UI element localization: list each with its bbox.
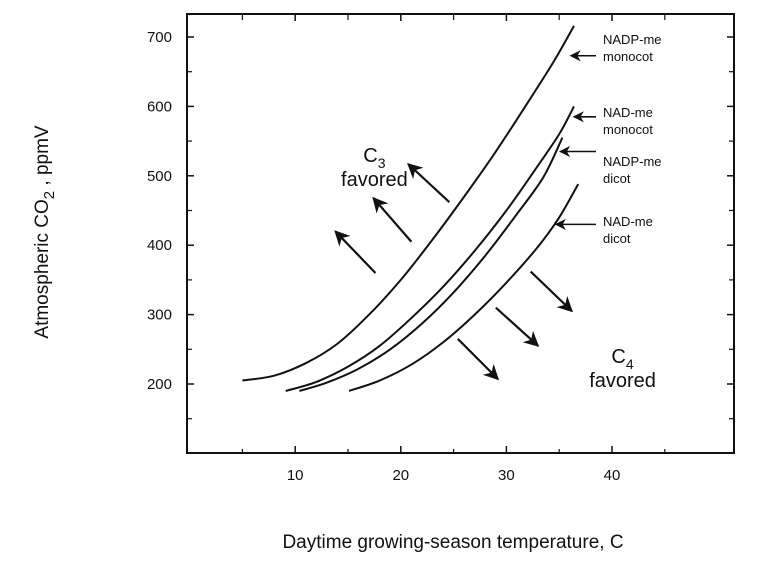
series-label: NAD-me [603, 214, 653, 229]
y-tick-label: 700 [147, 29, 172, 46]
y-axis-title: Atmospheric CO2 , ppmV [32, 125, 58, 339]
series-label: NADP-me [603, 32, 662, 47]
series-label: dicot [603, 171, 631, 186]
series-lines [242, 25, 580, 392]
series-line-nad-me-monocot [285, 105, 575, 392]
x-tick-label: 40 [604, 467, 621, 484]
y-tick-label: 600 [147, 98, 172, 115]
c4-favored-text: favored [589, 370, 656, 392]
c3-favored-text: favored [341, 169, 408, 191]
direction-arrow-c4 [495, 306, 540, 347]
series-label: NADP-me [603, 154, 662, 169]
y-tick-label: 500 [147, 168, 172, 185]
y-axis-title-sub: 2 [41, 191, 58, 199]
y-tick-label: 300 [147, 307, 172, 324]
series-line-nadp-me-dicot [299, 137, 564, 392]
series-line-nadp-me-monocot [242, 25, 575, 382]
plot-frame [186, 13, 735, 454]
direction-arrow-c4 [457, 338, 500, 381]
series-labels: NADP-me monocot NAD-me monocot NADP-me dicot N… [554, 32, 662, 246]
series-label: NAD-me [603, 105, 653, 120]
series-label: monocot [603, 122, 653, 137]
direction-arrow-c3 [372, 196, 413, 243]
x-tick-label: 30 [498, 467, 515, 484]
series-line-nad-me-dicot [348, 183, 580, 392]
direction-arrow-c3 [334, 230, 377, 274]
c3-favored-label: C3 [363, 145, 385, 171]
y-tick-label: 400 [147, 237, 172, 254]
y-tick-label: 200 [147, 376, 172, 393]
axis-ticks [187, 14, 734, 453]
direction-arrow-c4 [529, 270, 573, 313]
direction-arrow-c3 [407, 162, 451, 203]
y-axis-title-main: Atmospheric CO [32, 199, 53, 338]
c4-favored-label: C4 [611, 346, 633, 372]
x-tick-label: 20 [392, 467, 409, 484]
series-label: monocot [603, 49, 653, 64]
x-tick-label: 10 [287, 467, 304, 484]
x-axis-title: Daytime growing-season temperature, C [282, 532, 623, 553]
y-axis-title-tail: , ppmV [32, 125, 53, 191]
series-label: dicot [603, 231, 631, 246]
tick-labels: 10 20 30 40 200 300 400 500 600 700 [147, 29, 620, 484]
direction-arrows [334, 162, 573, 381]
